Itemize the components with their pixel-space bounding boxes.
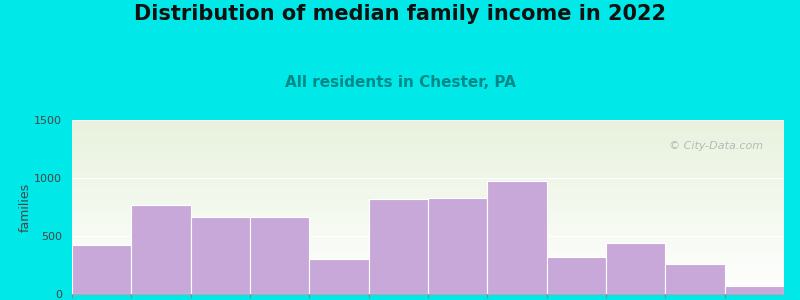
Bar [546, 257, 606, 294]
Bar [487, 182, 546, 294]
Bar [131, 205, 190, 294]
Bar [666, 264, 725, 294]
Text: All residents in Chester, PA: All residents in Chester, PA [285, 75, 515, 90]
Bar [369, 199, 428, 294]
Text: Distribution of median family income in 2022: Distribution of median family income in … [134, 4, 666, 25]
Bar [428, 198, 487, 294]
Bar [250, 218, 310, 294]
Bar [725, 286, 784, 294]
Y-axis label: families: families [18, 182, 31, 232]
Bar [72, 245, 131, 294]
Text: © City-Data.com: © City-Data.com [669, 141, 762, 151]
Bar [310, 259, 369, 294]
Bar [190, 218, 250, 294]
Bar [606, 243, 666, 294]
